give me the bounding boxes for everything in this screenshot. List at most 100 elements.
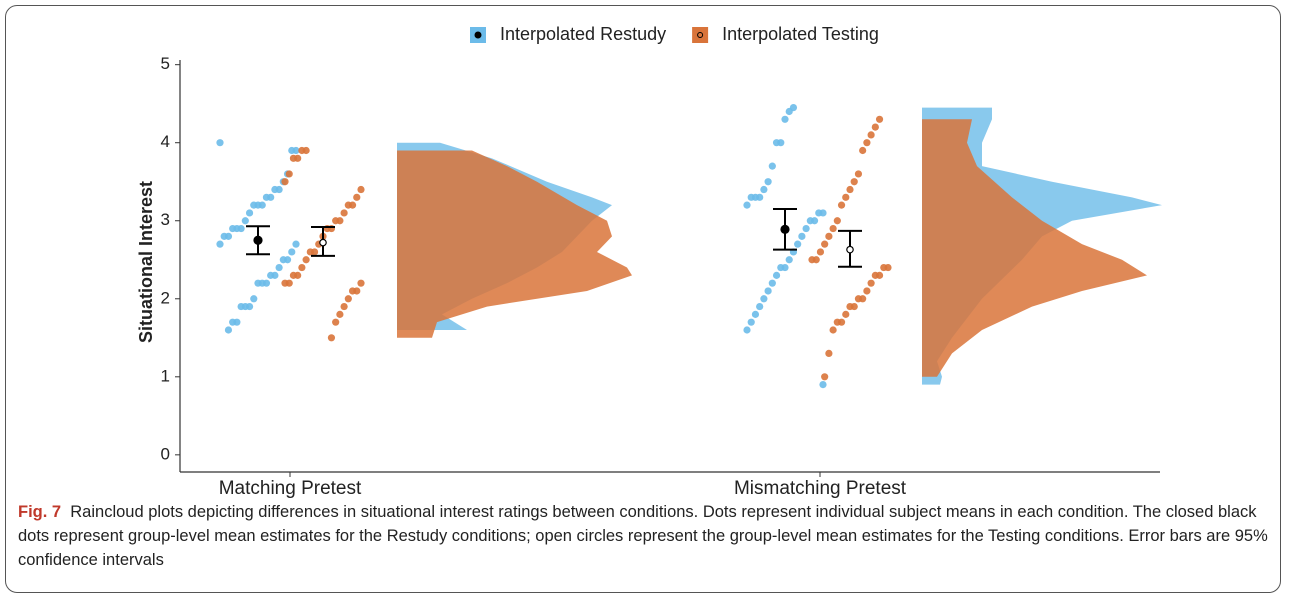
data-point	[875, 115, 884, 123]
data-point	[357, 279, 365, 287]
x-tick-label: Mismatching Pretest	[734, 478, 907, 499]
data-point	[254, 279, 262, 287]
data-point	[237, 302, 245, 311]
data-point	[825, 232, 833, 240]
data-point	[760, 185, 768, 194]
data-point	[806, 217, 814, 225]
mean-marker	[780, 224, 790, 234]
data-point	[863, 287, 871, 295]
data-point	[747, 318, 755, 326]
data-point	[837, 201, 846, 209]
data-point	[344, 295, 352, 303]
data-point	[224, 326, 233, 334]
data-point	[815, 209, 823, 217]
data-point	[880, 263, 888, 272]
data-point	[340, 209, 348, 217]
legend-label: Interpolated Testing	[722, 24, 879, 44]
density-cloud	[397, 150, 632, 338]
data-point	[785, 256, 793, 264]
data-point	[867, 279, 875, 287]
data-point	[357, 185, 365, 194]
data-point	[764, 287, 772, 295]
legend-marker	[697, 32, 704, 38]
data-point	[302, 256, 310, 264]
data-point	[279, 256, 287, 264]
y-tick-label: 3	[161, 210, 170, 229]
caption: Fig. 7 Raincloud plots depicting differe…	[18, 500, 1268, 572]
data-point	[768, 279, 776, 287]
data-point	[327, 334, 336, 342]
data-point	[332, 318, 340, 326]
data-point	[245, 209, 254, 217]
data-point	[289, 154, 298, 162]
data-point	[747, 193, 755, 201]
data-point	[846, 185, 854, 194]
data-point	[743, 326, 751, 334]
data-point	[271, 185, 279, 194]
data-point	[846, 302, 854, 311]
data-point	[336, 310, 344, 318]
density-cloud	[922, 119, 1147, 377]
data-point	[777, 263, 785, 272]
data-point	[262, 193, 271, 201]
data-point	[275, 263, 283, 272]
data-point	[808, 256, 816, 264]
data-point	[332, 217, 340, 225]
data-point	[340, 302, 348, 311]
data-point	[833, 217, 841, 225]
x-tick-label: Matching Pretest	[219, 478, 362, 499]
data-point	[760, 295, 768, 303]
data-point	[267, 271, 275, 279]
data-point	[756, 302, 764, 311]
caption-label: Fig. 7	[18, 503, 62, 521]
data-point	[871, 123, 879, 131]
data-point	[298, 146, 306, 155]
data-point	[241, 217, 249, 225]
data-point	[833, 318, 841, 326]
data-point	[306, 248, 314, 256]
y-axis-label: Situational Interest	[136, 181, 156, 343]
data-point	[794, 240, 802, 248]
mean-marker	[253, 235, 263, 245]
data-point	[821, 373, 829, 381]
chart: 0 1 2 3 4 5 Situational Interest Matching Prete…	[136, 24, 1162, 499]
data-point	[344, 201, 352, 209]
data-point	[825, 349, 833, 357]
data-point	[829, 326, 837, 334]
mean-marker	[846, 245, 854, 254]
data-point	[859, 146, 867, 155]
data-point	[821, 240, 829, 248]
data-point	[829, 224, 837, 233]
data-point	[743, 201, 751, 209]
figure-frame	[5, 5, 1281, 593]
data-point	[751, 310, 760, 318]
data-point	[229, 318, 237, 326]
data-point	[216, 240, 224, 248]
data-point	[229, 224, 237, 233]
data-point	[819, 381, 827, 389]
data-point	[289, 271, 298, 279]
data-point	[220, 232, 228, 240]
data-point	[772, 271, 781, 279]
data-point	[842, 310, 850, 318]
data-point	[772, 139, 781, 147]
data-point	[298, 263, 306, 272]
data-point	[768, 162, 776, 170]
y-tick-label: 0	[161, 444, 170, 463]
data-point	[250, 201, 258, 209]
data-point	[281, 178, 289, 186]
data-point	[854, 170, 863, 178]
data-point	[867, 131, 875, 139]
data-point	[842, 193, 850, 201]
data-point	[764, 178, 772, 186]
data-point	[250, 295, 258, 303]
data-point	[863, 139, 871, 147]
y-tick-label: 5	[161, 54, 170, 73]
y-tick-label: 1	[161, 366, 170, 385]
data-point	[781, 115, 789, 123]
data-point	[854, 295, 863, 303]
data-point	[285, 170, 293, 178]
mean-marker	[319, 238, 327, 247]
legend-label: Interpolated Restudy	[500, 24, 666, 44]
